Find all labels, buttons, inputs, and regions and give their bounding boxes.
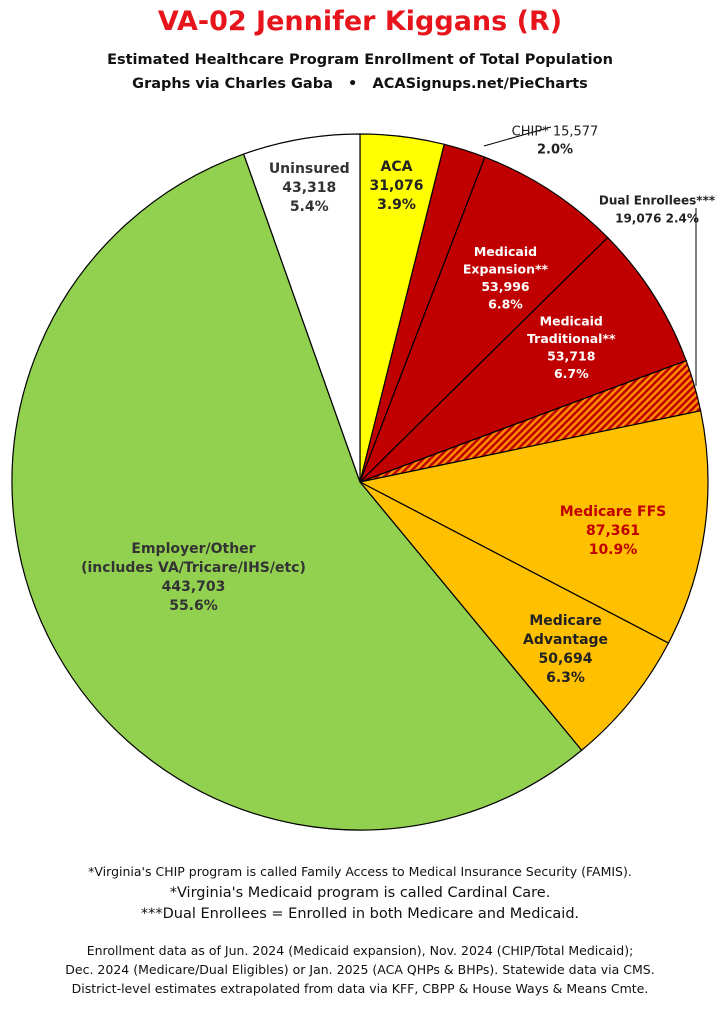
slice-label-medicaid-traditional: Medicaid Traditional** 53,718 6.7%: [527, 313, 616, 381]
pie-chart: ACA 31,076 3.9% CHIP* 15,577 2.0% Medicaid Exp…: [11, 125, 716, 831]
slice-label-medicare-ffs: Medicare FFS 87,361 10.9%: [560, 504, 666, 558]
slice-label-medicare-advantage: Medicare Advantage 50,694 6.3%: [523, 613, 608, 686]
pie-slice-uninsured: [242, 133, 361, 483]
pie-slice-employer-other: [11, 153, 583, 831]
slice-label-dual-enrollees: Dual Enrollees*** 19,076 2.4%: [599, 194, 716, 226]
footnote-medicaid: *Virginia's Medicaid program is called C…: [169, 885, 551, 901]
slice-label-uninsured: Uninsured 43,318 5.4%: [269, 161, 350, 215]
pie-slices: [11, 133, 709, 831]
credit-left: Graphs via Charles Gaba: [132, 76, 333, 92]
source-line-1: Enrollment data as of Jun. 2024 (Medicai…: [86, 943, 634, 958]
leader-line-chip: [483, 126, 552, 147]
source-line-3: District-level estimates extrapolated fr…: [71, 981, 649, 996]
pie-slice-medicaid-traditional: [359, 236, 687, 483]
chart-subtitle: Estimated Healthcare Program Enrollment …: [107, 52, 613, 68]
pie-slice-medicaid-expansion: [359, 156, 609, 483]
chart-title: VA-02 Jennifer Kiggans (R): [157, 6, 563, 37]
chart-credit: Graphs via Charles Gaba • ACASignups.net…: [0, 76, 720, 92]
source-line-2: Dec. 2024 (Medicare/Dual Eligibles) or J…: [65, 962, 655, 977]
slice-label-medicaid-expansion: Medicaid Expansion** 53,996 6.8%: [463, 244, 549, 312]
credit-right: ACASignups.net/PieCharts: [372, 76, 588, 92]
slice-label-employer-other: Employer/Other (includes VA/Tricare/IHS/e…: [81, 541, 306, 614]
slice-label-chip: CHIP* 15,577 2.0%: [512, 125, 599, 158]
pie-slice-medicare-advantage: [359, 481, 670, 752]
footnote-dual: ***Dual Enrollees = Enrolled in both Med…: [140, 906, 580, 922]
footnote-chip: *Virginia's CHIP program is called Famil…: [88, 864, 632, 879]
slice-labels: ACA 31,076 3.9% CHIP* 15,577 2.0% Medicaid Exp…: [81, 125, 716, 686]
credit-separator: •: [348, 76, 358, 92]
leader-lines: [483, 126, 697, 386]
pie-slice-medicare-ffs: [358, 410, 709, 644]
slice-label-aca: ACA 31,076 3.9%: [369, 159, 423, 213]
